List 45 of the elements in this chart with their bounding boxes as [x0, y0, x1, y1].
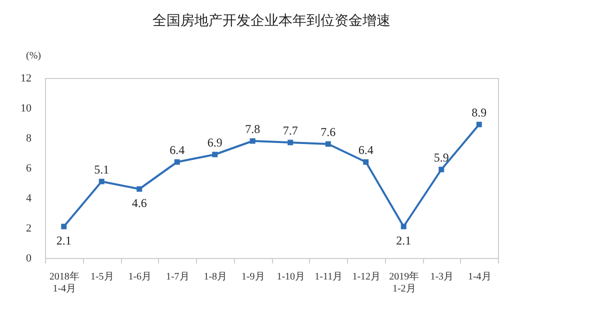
- data-label: 5.1: [94, 162, 110, 176]
- x-tick-label: 1-12月: [352, 272, 381, 282]
- y-tick-label: 12: [20, 72, 32, 84]
- point: [136, 186, 142, 192]
- x-tick-label: 1-8月: [204, 272, 228, 282]
- data-label: 8.9: [472, 106, 487, 120]
- data-label: 6.4: [170, 143, 185, 157]
- y-tick-label: 6: [26, 162, 32, 174]
- point: [61, 224, 67, 230]
- y-tick-label: 2: [26, 222, 32, 234]
- point: [250, 138, 256, 144]
- data-label: 7.7: [282, 124, 298, 138]
- x-tick-label: 1-3月: [430, 272, 454, 282]
- y-tick-label: 4: [26, 192, 32, 204]
- x-tick-label: 2018年 1-4月: [49, 270, 80, 294]
- data-label: 6.9: [207, 136, 222, 150]
- data-label: 2.1: [396, 234, 412, 248]
- x-tick-label: 2019年 1-2月: [389, 270, 420, 294]
- x-tick-label: 1-9月: [241, 272, 265, 282]
- point: [212, 152, 218, 158]
- y-tick-label: 10: [20, 102, 32, 114]
- point: [325, 141, 331, 147]
- data-label: 2.1: [56, 234, 72, 248]
- point: [98, 178, 104, 184]
- point: [400, 224, 406, 230]
- data-label: 6.4: [358, 143, 374, 157]
- data-label: 7.8: [245, 122, 260, 136]
- point: [476, 122, 482, 128]
- x-tick-label: 1-10月: [276, 272, 306, 282]
- y-tick-label: 0: [26, 252, 32, 264]
- point: [438, 166, 444, 172]
- data-label: 5.9: [434, 150, 449, 164]
- point: [288, 140, 294, 146]
- y-axis-title: (%): [26, 50, 41, 62]
- x-tick-label: 1-6月: [128, 272, 152, 282]
- x-tick-label: 1-7月: [166, 272, 190, 282]
- chart-title: 全国房地产开发企业本年到位资金增速: [152, 13, 390, 29]
- x-tick-label: 1-5月: [90, 272, 114, 282]
- data-label: 4.6: [132, 196, 147, 210]
- x-tick-label: 1-4月: [468, 272, 492, 282]
- y-tick-label: 8: [26, 132, 32, 144]
- point: [363, 159, 369, 165]
- x-tick-label: 1-11月: [314, 272, 343, 282]
- point: [174, 159, 180, 165]
- data-label: 7.6: [320, 125, 336, 139]
